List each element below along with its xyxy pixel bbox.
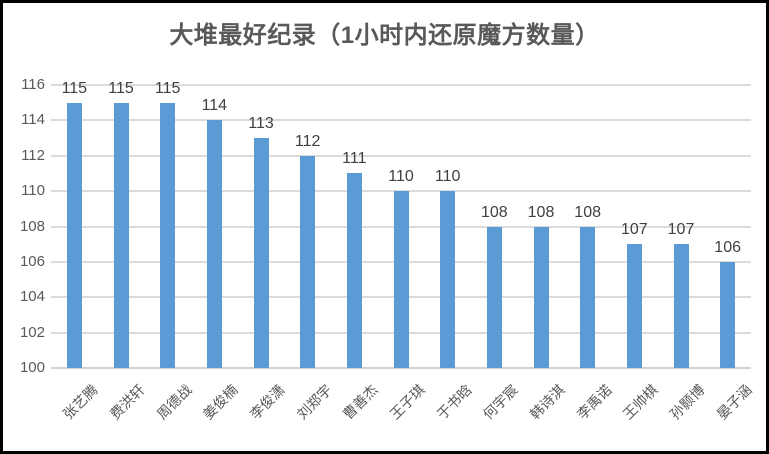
category-label: 李禹诺 [573,381,615,423]
y-tick-label: 100 [19,359,45,376]
value-label: 111 [342,150,367,168]
bar [206,120,222,368]
gridline [51,154,751,157]
category-label: 周德战 [153,381,195,423]
y-tick-label: 102 [19,323,45,341]
plot-area: 100 102 104 106 108 110 112 114 116 115 张艺腾 115 费洪轩 1… [3,3,766,451]
category-label: 刘郑宇 [293,381,335,423]
value-label: 107 [620,221,648,239]
value-label: 107 [667,221,695,239]
bar [66,102,82,368]
bar [253,138,269,368]
y-tick-label: 106 [19,252,45,270]
category-label: 王子琪 [386,381,428,423]
bar [393,191,409,368]
value-label: 108 [527,203,555,221]
gridline [51,119,751,122]
value-label: 113 [248,115,274,133]
category-label: 费洪轩 [106,381,148,423]
bar [113,102,129,368]
bar [720,261,736,368]
gridline [51,84,751,86]
value-label: 108 [574,203,601,221]
bar [533,226,549,368]
category-label: 于书晗 [433,381,475,423]
y-tick-label: 114 [21,111,45,129]
y-tick-label: 112 [21,146,45,164]
value-label: 110 [388,168,414,186]
value-label: 110 [434,168,461,186]
bar [486,226,502,368]
category-label: 张艺腾 [60,381,102,423]
category-label: 姜俊楠 [200,381,242,423]
category-label: 晏子涵 [713,381,755,423]
category-label: 曹善杰 [340,381,382,423]
bar [626,244,642,368]
y-tick-label: 104 [19,288,45,306]
bar [673,244,689,368]
category-label: 李俊潇 [246,381,288,423]
x-axis-line [51,367,751,369]
y-tick-label: 116 [21,76,45,93]
value-label: 115 [154,79,181,97]
value-label: 114 [201,97,228,115]
chart-title: 大堆最好纪录（1小时内还原魔方数量） [169,22,600,49]
category-label: 韩诗淇 [526,381,568,423]
y-tick-label: 110 [21,182,45,200]
value-label: 106 [714,238,741,256]
category-label: 孙颢博 [666,381,708,423]
value-label: 108 [480,203,508,221]
category-label: 何宇宸 [480,381,522,423]
bar [300,155,316,368]
bar [160,102,176,368]
value-label: 115 [108,79,134,97]
value-label: 112 [294,132,321,150]
category-label: 王帅棋 [620,381,662,423]
bar [440,191,456,368]
bar [580,226,596,368]
value-label: 115 [61,79,88,97]
y-tick-label: 108 [19,217,45,235]
bar [346,173,362,368]
